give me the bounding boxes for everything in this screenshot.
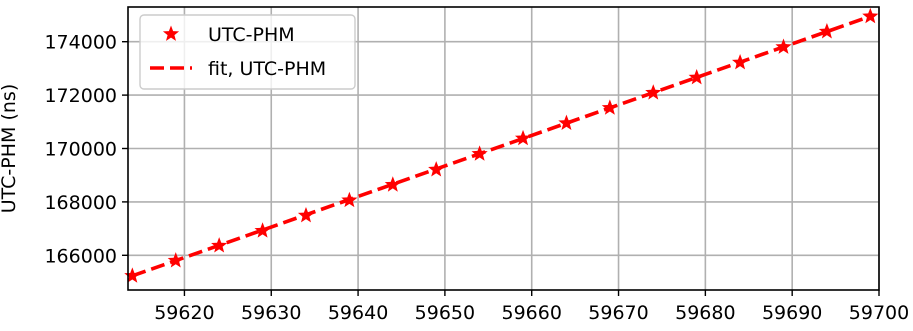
- data-point-star: [645, 84, 662, 100]
- x-tick-label: 59680: [675, 302, 735, 324]
- legend-box: [139, 14, 356, 90]
- x-tick-label: 59700: [849, 302, 909, 324]
- legend-label-fit: fit, UTC-PHM: [208, 58, 326, 80]
- data-point-star: [601, 99, 618, 115]
- y-tick-label: 174000: [44, 32, 117, 54]
- data-point-star: [167, 252, 184, 268]
- y-tick-label: 168000: [44, 192, 117, 214]
- data-point-star: [471, 145, 488, 161]
- data-point-star: [732, 54, 749, 70]
- x-tick-label: 59640: [328, 302, 388, 324]
- x-tick-label: 59670: [588, 302, 648, 324]
- legend-star-marker: [162, 25, 180, 41]
- y-tick-label: 172000: [44, 85, 117, 107]
- x-tick-label: 59630: [241, 302, 301, 324]
- x-tick-label: 59690: [762, 302, 822, 324]
- data-point-star: [514, 129, 532, 146]
- data-point-star: [558, 114, 575, 131]
- y-axis: 166000 168000 170000 172000 174000: [44, 32, 128, 267]
- data-point-star: [384, 176, 401, 192]
- data-point-star: [775, 38, 792, 54]
- legend-label-series: UTC-PHM: [208, 24, 295, 46]
- fit-line: [131, 14, 871, 278]
- x-tick-label: 59660: [501, 302, 561, 324]
- y-tick-label: 170000: [44, 139, 117, 161]
- x-tick-label: 59650: [415, 302, 475, 324]
- data-point-star: [124, 267, 141, 283]
- data-point-star: [341, 191, 358, 208]
- data-point-star: [428, 161, 445, 177]
- data-point-star: [862, 7, 879, 24]
- data-point-star: [211, 237, 228, 253]
- y-tick-label: 166000: [44, 245, 117, 267]
- y-axis-label: UTC-PHM (ns): [0, 84, 20, 213]
- data-point-star: [688, 68, 705, 85]
- marker-layer: [124, 7, 879, 283]
- data-point-star: [297, 207, 315, 223]
- legend: UTC-PHM fit, UTC-PHM: [139, 14, 356, 90]
- data-point-star: [818, 23, 835, 39]
- data-point-star: [254, 222, 271, 238]
- fit-line-layer: [131, 14, 871, 278]
- y-axis-label-area: UTC-PHM (ns): [0, 84, 20, 213]
- x-axis: 59620 59630 59640 59650 59660 59670 59680 59690…: [154, 290, 909, 324]
- x-tick-label: 59620: [154, 302, 214, 324]
